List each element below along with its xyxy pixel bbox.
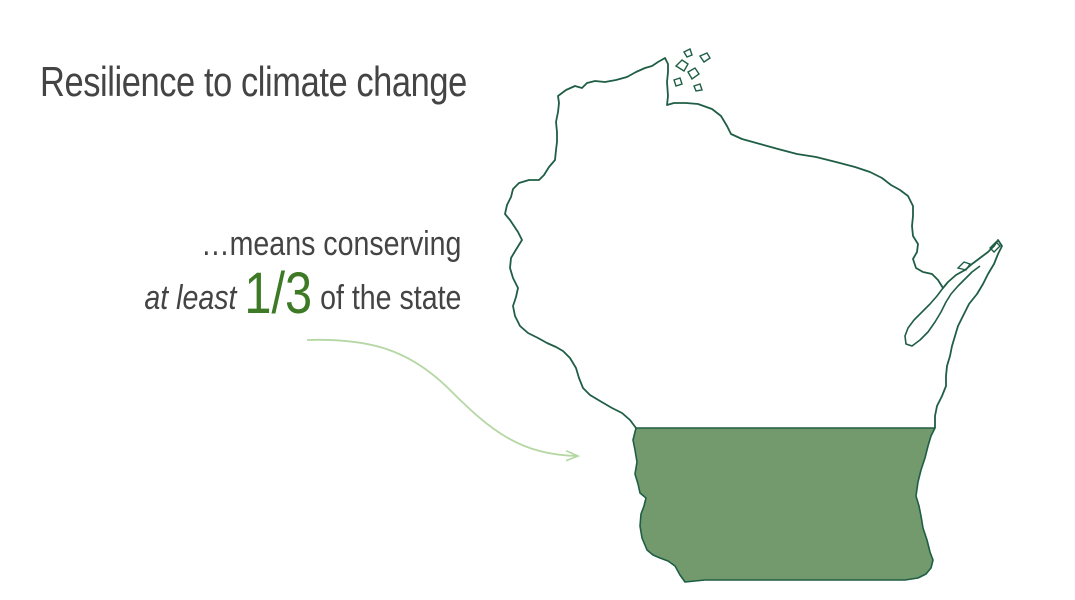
state-outline-north <box>504 57 1003 429</box>
conserved-region <box>632 427 936 583</box>
callout-line-means: …means conserving <box>200 225 461 263</box>
apostle-island <box>698 52 711 63</box>
callout-line-fraction: at least 1/3 of the state <box>143 265 461 326</box>
callout-fraction: 1/3 <box>244 261 312 326</box>
callout-arrow <box>306 338 578 456</box>
callout-prefix: at least <box>143 279 237 317</box>
green-bay-island <box>989 241 1001 253</box>
apostle-island <box>673 77 683 87</box>
callout-text: …means conserving at least 1/3 of the st… <box>84 222 461 326</box>
door-peninsula-shoreline <box>904 265 981 347</box>
callout-suffix: of the state <box>319 279 461 317</box>
page-title: Resilience to climate change <box>40 58 467 105</box>
apostle-island <box>683 48 693 58</box>
apostle-island <box>687 67 700 81</box>
apostle-island <box>674 59 689 72</box>
green-bay-island <box>956 261 972 271</box>
apostle-island <box>693 83 703 92</box>
